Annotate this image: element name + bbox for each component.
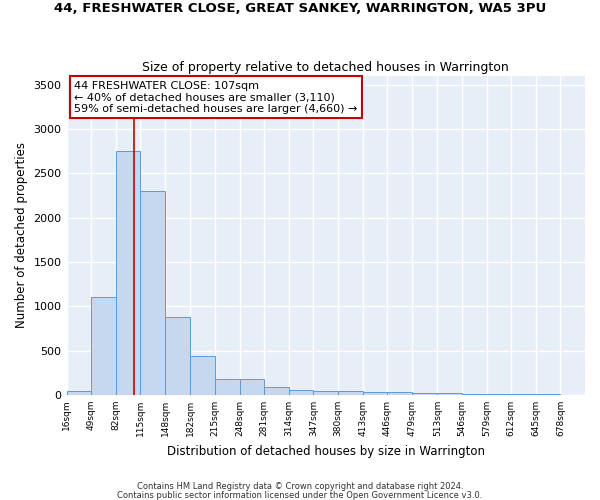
Bar — [264, 387, 289, 395]
Bar — [362, 392, 388, 395]
Text: 44, FRESHWATER CLOSE, GREAT SANKEY, WARRINGTON, WA5 3PU: 44, FRESHWATER CLOSE, GREAT SANKEY, WARR… — [54, 2, 546, 16]
Y-axis label: Number of detached properties: Number of detached properties — [15, 142, 28, 328]
Bar — [388, 392, 412, 395]
Bar — [313, 390, 338, 395]
Bar — [190, 356, 215, 395]
Text: 44 FRESHWATER CLOSE: 107sqm
← 40% of detached houses are smaller (3,110)
59% of : 44 FRESHWATER CLOSE: 107sqm ← 40% of det… — [74, 81, 358, 114]
Bar — [67, 390, 91, 395]
Bar — [462, 394, 487, 395]
Bar — [215, 380, 239, 395]
Bar — [289, 390, 313, 395]
Bar — [511, 394, 536, 395]
Bar — [239, 380, 264, 395]
Title: Size of property relative to detached houses in Warrington: Size of property relative to detached ho… — [142, 60, 509, 74]
Text: Contains HM Land Registry data © Crown copyright and database right 2024.: Contains HM Land Registry data © Crown c… — [137, 482, 463, 491]
Bar — [412, 393, 437, 395]
Bar — [165, 317, 190, 395]
X-axis label: Distribution of detached houses by size in Warrington: Distribution of detached houses by size … — [167, 444, 485, 458]
Bar — [437, 393, 462, 395]
Bar — [140, 191, 165, 395]
Bar — [91, 298, 116, 395]
Bar — [487, 394, 511, 395]
Text: Contains public sector information licensed under the Open Government Licence v3: Contains public sector information licen… — [118, 490, 482, 500]
Bar — [338, 392, 362, 395]
Bar — [116, 152, 140, 395]
